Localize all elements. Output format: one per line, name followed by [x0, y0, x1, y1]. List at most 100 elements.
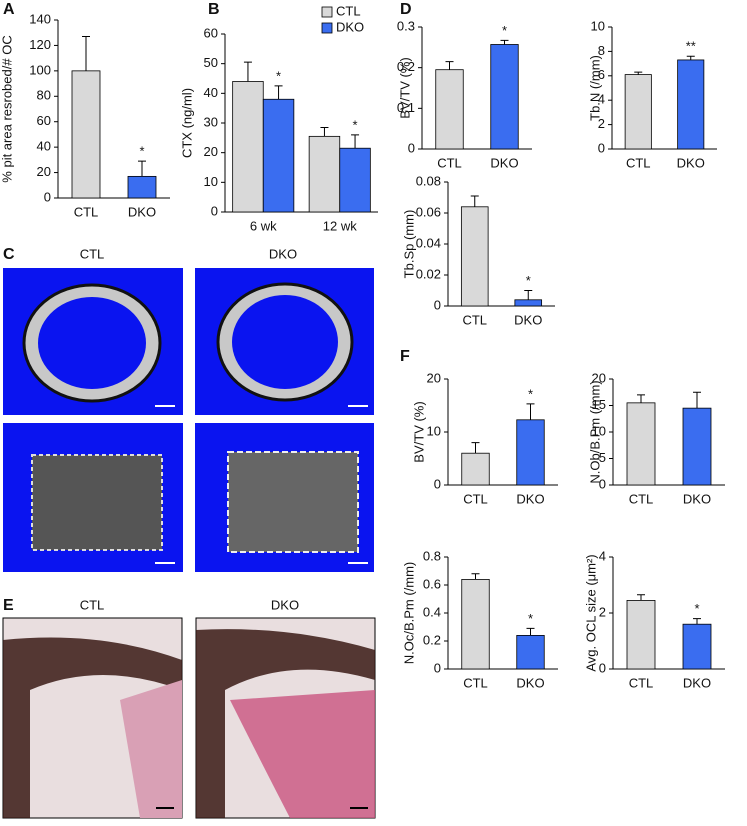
error-bar	[351, 134, 360, 149]
y-tick-label: 0.2	[397, 59, 415, 74]
y-tick-label: 0.04	[416, 235, 441, 250]
x-tick-label: CTL	[629, 491, 654, 506]
x-tick-label: DKO	[683, 675, 711, 690]
error-bar	[471, 573, 480, 580]
error-bar	[470, 195, 479, 207]
bone-stain	[3, 637, 182, 818]
significance-label: **	[686, 39, 696, 54]
y-tick-label: 15	[592, 397, 606, 412]
y-tick-label: 0.1	[397, 100, 415, 115]
error-bar	[526, 403, 535, 420]
y-axis-label: N.Ob/B.Pm (/mm)	[587, 380, 602, 483]
bar	[308, 135, 341, 213]
y-tick-label: 0	[434, 297, 441, 312]
y-axis-label: BV/TV (%)	[397, 57, 412, 118]
histology-images	[2, 617, 376, 819]
y-tick-label: 0.02	[416, 266, 441, 281]
y-tick-label: 10	[204, 174, 218, 189]
bar	[516, 419, 545, 486]
error-bar	[524, 290, 533, 300]
y-tick-label: 2	[598, 116, 605, 131]
x-tick-label: DKO	[490, 155, 518, 170]
y-tick-label: 0.08	[416, 173, 441, 188]
marrow-stain	[230, 690, 375, 818]
y-tick-label: 0.3	[397, 18, 415, 33]
error-bar	[637, 594, 645, 601]
x-tick-label: DKO	[128, 204, 156, 219]
error-bar	[637, 394, 645, 403]
significance-label: *	[276, 68, 281, 83]
y-tick-label: 100	[29, 62, 51, 77]
x-tick-label: CTL	[626, 155, 651, 170]
panel-letter: B	[208, 1, 220, 18]
significance-label: *	[528, 386, 533, 401]
bar	[339, 147, 371, 213]
bar	[461, 579, 490, 670]
y-tick-label: 60	[37, 113, 51, 128]
x-tick-label: CTL	[463, 675, 488, 690]
error-bar	[445, 61, 454, 70]
x-tick-label: 6 wk	[250, 218, 277, 233]
panel-letter: E	[3, 597, 14, 614]
y-tick-label: 20	[204, 144, 218, 159]
bone-hole	[232, 295, 338, 389]
significance-label: *	[694, 601, 699, 616]
y-axis-label: BV/TV (%)	[411, 401, 426, 462]
legend-swatch	[321, 6, 333, 18]
error-bar	[693, 391, 701, 409]
y-tick-label: 0	[44, 189, 51, 204]
y-tick-label: 8	[598, 43, 605, 58]
y-tick-label: 20	[592, 370, 606, 385]
bar	[490, 44, 519, 150]
y-tick-label: 0	[434, 476, 441, 491]
y-tick-label: 10	[592, 423, 606, 438]
panel-letter: A	[3, 1, 15, 18]
bar	[514, 299, 543, 307]
bar	[677, 59, 705, 150]
micro-ct-images	[3, 268, 374, 572]
x-tick-label: CTL	[462, 312, 487, 327]
y-tick-label: 0.8	[423, 548, 441, 563]
error-bar	[686, 55, 695, 60]
x-tick-label: CTL	[629, 675, 654, 690]
error-bar	[243, 61, 252, 82]
y-tick-label: 0.2	[423, 632, 441, 647]
y-tick-label: 0.6	[423, 576, 441, 591]
error-bar	[634, 71, 643, 75]
y-tick-label: 0.06	[416, 204, 441, 219]
y-tick-label: 0	[598, 140, 605, 155]
y-axis-label: N.Oc/B.Pm (/mm)	[401, 562, 416, 665]
image-label: DKO	[269, 246, 297, 261]
legend-label: CTL	[336, 3, 361, 18]
y-tick-label: 0.4	[423, 604, 441, 619]
bar	[435, 69, 464, 150]
panel-letter: D	[400, 1, 412, 18]
image-label: DKO	[271, 597, 299, 612]
image-label: CTL	[80, 597, 105, 612]
bar	[262, 98, 295, 213]
y-tick-label: 120	[29, 37, 51, 52]
y-tick-label: 4	[598, 92, 605, 107]
y-tick-label: 140	[29, 11, 51, 26]
bone-hole	[38, 297, 146, 389]
y-axis-label: CTX (ng/ml)	[179, 88, 194, 158]
x-tick-label: DKO	[514, 312, 542, 327]
panel-letter: F	[400, 348, 410, 365]
bar	[232, 81, 264, 213]
y-tick-label: 0	[599, 476, 606, 491]
significance-label: *	[502, 23, 507, 38]
error-bar	[138, 160, 146, 177]
y-tick-label: 0	[211, 203, 218, 218]
bar	[682, 623, 712, 670]
y-tick-label: 10	[591, 18, 605, 33]
error-bar	[471, 442, 480, 454]
error-bar	[274, 85, 283, 100]
panel-letter: C	[3, 246, 15, 263]
bone-stain	[196, 629, 375, 818]
y-tick-label: 0	[408, 140, 415, 155]
legend-label: DKO	[336, 19, 364, 34]
bar	[626, 600, 656, 670]
error-bar	[693, 618, 701, 625]
marrow-stain	[120, 680, 182, 818]
